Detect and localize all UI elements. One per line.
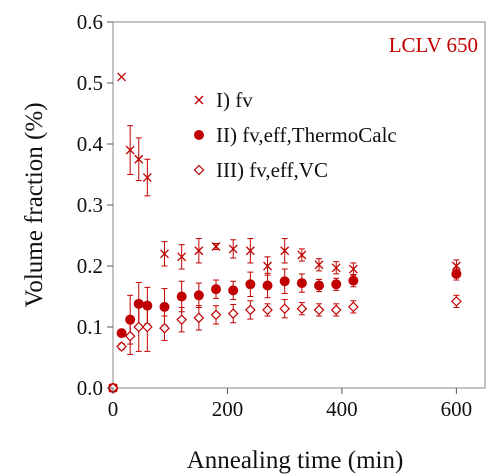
data-point-series-1 <box>160 249 169 259</box>
data-point-series-2 <box>279 276 290 287</box>
legend-marker <box>194 95 204 105</box>
data-point-series-2 <box>228 285 239 296</box>
data-point-series-1 <box>297 250 307 260</box>
data-point-series-1-stroke-b <box>211 242 221 251</box>
legend-marker <box>193 164 205 176</box>
data-point-series-1 <box>280 246 290 256</box>
data-point-series-3 <box>313 304 325 316</box>
data-point-series-1-stroke-b <box>194 246 204 256</box>
data-point-series-1 <box>134 154 144 164</box>
data-point-series-3 <box>176 314 188 326</box>
x-tick-label: 400 <box>326 397 358 421</box>
data-point-series-3 <box>245 304 256 316</box>
data-point-series-1 <box>211 242 221 251</box>
data-point-series-1-stroke-b <box>263 261 272 271</box>
y-axis-title: Volume fraction (%) <box>21 102 48 307</box>
legend-item: II) fv,eff,ThermoCalc <box>194 123 397 147</box>
legend-label: III) fv,eff,VC <box>216 158 328 182</box>
data-point-series-1 <box>194 246 204 256</box>
annotation-label: LCLV 650 <box>389 33 478 57</box>
data-point-series-1-stroke-b <box>134 154 144 164</box>
data-point-series-1 <box>451 261 461 271</box>
legend-marker <box>194 130 204 140</box>
data-point-series-2 <box>262 280 273 291</box>
data-point-series-2 <box>314 280 325 291</box>
data-point-series-3 <box>330 304 342 316</box>
x-tick-label: 600 <box>441 397 473 421</box>
data-point-series-3 <box>210 309 222 321</box>
data-point-series-2 <box>125 314 136 325</box>
data-point-series-1 <box>245 246 255 256</box>
legend-marker-stroke-b <box>194 95 204 105</box>
data-point-series-1 <box>314 260 324 270</box>
data-point-series-2 <box>176 291 187 302</box>
data-point-series-1-stroke-b <box>348 264 358 274</box>
data-point-series-2 <box>348 275 359 286</box>
data-point-series-3 <box>227 308 239 319</box>
data-point-series-3 <box>279 303 291 315</box>
data-point-series-1-stroke-b <box>117 72 127 82</box>
data-point-series-1-stroke-b <box>245 246 255 256</box>
legend-label: I) fv <box>216 88 253 112</box>
data-point-series-2 <box>296 278 307 289</box>
data-point-series-1 <box>125 145 135 155</box>
data-point-series-2 <box>159 301 170 312</box>
data-point-series-2 <box>193 290 204 301</box>
data-point-series-3 <box>348 301 359 313</box>
y-tick-label: 0.0 <box>77 376 103 400</box>
data-point-series-1-stroke-b <box>331 263 341 273</box>
axis-ticks: 0.0 0.1 0.2 0.3 0.4 0.5 0.6 0 200 400 600 <box>77 10 472 421</box>
data-point-series-3 <box>159 322 170 334</box>
data-point-series-1 <box>177 252 187 262</box>
data-point-series-1-stroke-b <box>142 173 152 183</box>
data-point-series-3 <box>124 330 136 342</box>
data-point-series-2 <box>211 284 222 295</box>
plot-area <box>112 21 486 389</box>
data-point-series-1 <box>331 263 341 273</box>
data-point-series-2 <box>245 279 256 290</box>
data-point-series-1-stroke-b <box>177 252 187 262</box>
data-point-series-2 <box>116 328 127 339</box>
data-point-series-1 <box>117 72 127 82</box>
legend-item: I) fv <box>194 88 253 112</box>
data-point-series-3 <box>133 321 145 333</box>
y-tick-label: 0.4 <box>77 132 104 156</box>
data-point-series-3 <box>116 341 127 352</box>
y-tick-label: 0.1 <box>77 315 103 339</box>
data-points <box>107 72 462 394</box>
y-tick-label: 0.3 <box>77 193 103 217</box>
legend-label: II) fv,eff,ThermoCalc <box>216 123 397 147</box>
y-tick-label: 0.5 <box>77 71 103 95</box>
data-point-series-1-stroke-b <box>297 250 307 260</box>
data-point-series-1 <box>348 264 358 274</box>
data-point-series-2 <box>331 279 342 290</box>
data-point-series-1-stroke-b <box>314 260 324 270</box>
data-point-series-2 <box>133 298 144 309</box>
data-point-series-1 <box>142 173 152 183</box>
data-point-series-3 <box>262 304 273 316</box>
legend: I) fv II) fv,eff,ThermoCalc III) fv,eff,VC <box>193 88 397 182</box>
data-point-series-1-stroke-b <box>160 249 169 259</box>
y-tick-label: 0.2 <box>77 254 103 278</box>
data-point-series-1-stroke-b <box>451 261 461 271</box>
legend-item: III) fv,eff,VC <box>193 158 328 182</box>
data-point-series-2 <box>142 300 153 311</box>
data-point-series-1-stroke-b <box>228 244 238 254</box>
data-point-series-3 <box>451 296 462 307</box>
y-tick-label: 0.6 <box>77 10 103 34</box>
x-tick-label: 0 <box>108 397 119 421</box>
data-point-series-1-stroke-b <box>125 145 135 155</box>
data-point-series-2 <box>451 268 462 279</box>
data-point-series-3 <box>193 312 205 324</box>
data-point-series-1-stroke-b <box>280 246 290 256</box>
data-point-series-1 <box>263 261 272 271</box>
data-point-series-1 <box>228 244 238 254</box>
x-axis-title: Annealing time (min) <box>187 447 404 474</box>
data-point-series-3 <box>141 321 153 333</box>
x-tick-label: 200 <box>212 397 244 421</box>
data-point-series-3 <box>296 303 308 315</box>
